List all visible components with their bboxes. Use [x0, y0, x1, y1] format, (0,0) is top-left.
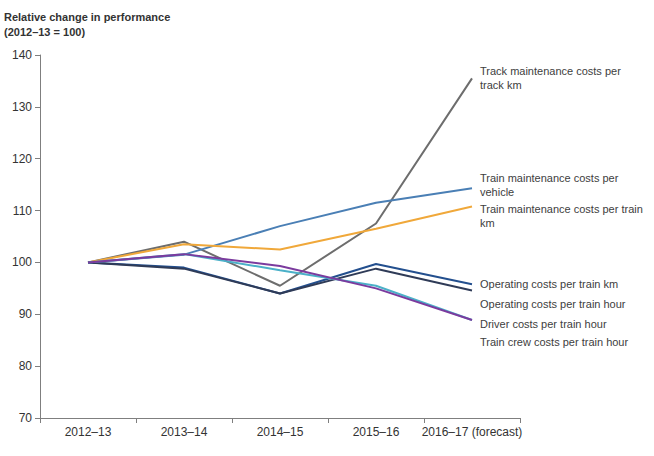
svg-text:130: 130 [12, 100, 32, 114]
svg-text:2014–15: 2014–15 [257, 425, 304, 439]
svg-text:2013–14: 2013–14 [161, 425, 208, 439]
svg-text:Operating costs per train hour: Operating costs per train hour [480, 298, 626, 310]
svg-text:Operating costs per train km: Operating costs per train km [480, 278, 618, 290]
svg-text:Train crew costs per train hou: Train crew costs per train hour [480, 336, 628, 348]
svg-text:110: 110 [13, 204, 32, 218]
svg-text:2012–13: 2012–13 [65, 425, 112, 439]
svg-text:Track maintenance costs per: Track maintenance costs per [480, 65, 624, 77]
svg-text:vehicle: vehicle [480, 186, 514, 198]
svg-text:100: 100 [12, 255, 32, 269]
svg-text:2016–17 (forecast): 2016–17 (forecast) [422, 425, 523, 439]
svg-text:Driver costs per train hour: Driver costs per train hour [480, 318, 607, 330]
svg-text:120: 120 [12, 152, 32, 166]
svg-text:90: 90 [19, 307, 33, 321]
svg-text:140: 140 [12, 48, 32, 62]
svg-text:70: 70 [19, 411, 33, 425]
svg-text:Train maintenance costs per tr: Train maintenance costs per train [480, 203, 646, 215]
svg-text:Relative change in performance: Relative change in performance [4, 11, 170, 23]
svg-text:Train maintenance costs per: Train maintenance costs per [480, 172, 621, 184]
svg-text:km: km [480, 217, 495, 229]
svg-text:80: 80 [19, 359, 33, 373]
svg-text:(2012–13 = 100): (2012–13 = 100) [4, 26, 85, 38]
svg-text:2015–16: 2015–16 [353, 425, 400, 439]
svg-text:track km: track km [480, 79, 522, 91]
